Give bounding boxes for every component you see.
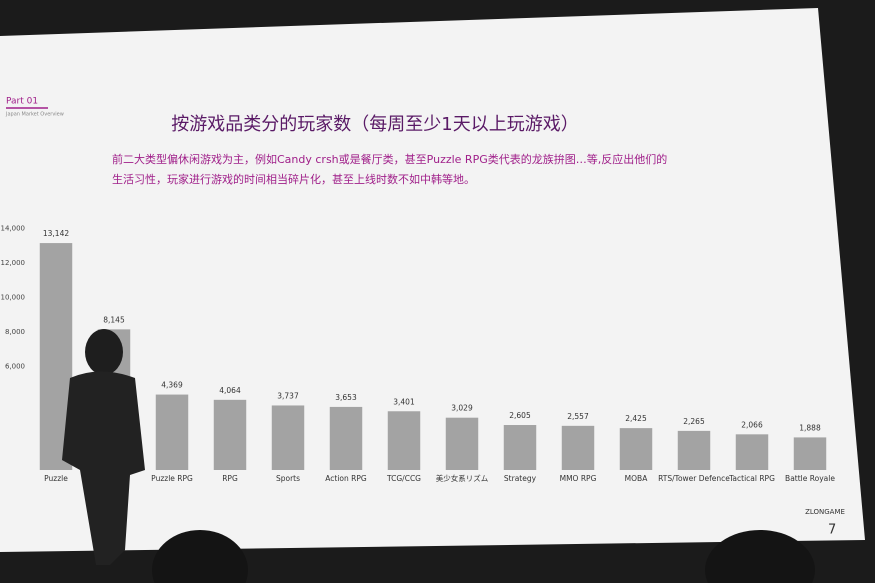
bar <box>503 425 537 470</box>
value-label: 3,029 <box>451 404 473 413</box>
x-tick-label: MOBA <box>625 474 649 483</box>
value-label: 1,888 <box>799 423 821 432</box>
x-tick-label: Sports <box>276 474 300 483</box>
value-label: 2,557 <box>567 412 589 421</box>
x-tick-label: 美少女系リズム <box>436 473 489 483</box>
y-tick-label: 8,000 <box>5 328 25 336</box>
x-tick-label: Battle Royale <box>785 474 835 483</box>
x-tick-label: Puzzle RPG <box>151 474 193 483</box>
subtitle-line: 前二大类型偏休闲游戏为主，例如Candy crsh或是餐厅类，甚至Puzzle … <box>112 152 667 166</box>
bar <box>213 399 247 470</box>
value-label: 8,145 <box>103 315 125 324</box>
bar <box>445 417 479 470</box>
part-label: Part 01 <box>6 97 38 107</box>
presenter-head <box>85 329 123 375</box>
value-label: 13,142 <box>43 229 69 238</box>
bar <box>619 428 653 470</box>
section-label: Japan Market Overview <box>5 112 64 118</box>
bar <box>387 411 421 470</box>
page-number: 7 <box>828 523 836 538</box>
logo: ZLONGAME <box>805 508 845 516</box>
bar <box>735 434 769 470</box>
y-tick-label: 10,000 <box>1 293 26 301</box>
chart-title: 按游戏品类分的玩家数（每周至少1天以上玩游戏） <box>171 114 578 135</box>
bar <box>155 394 189 470</box>
value-label: 3,737 <box>277 391 299 400</box>
y-tick-label: 6,000 <box>5 362 25 370</box>
x-tick-label: Puzzle <box>44 474 68 483</box>
y-tick-label: 12,000 <box>1 259 26 267</box>
x-tick-label: Tactical RPG <box>728 474 775 483</box>
x-tick-label: TCG/CCG <box>386 474 421 483</box>
x-tick-label: RTS/Tower Defence <box>658 474 730 483</box>
x-tick-label: Action RPG <box>325 474 367 483</box>
value-label: 4,064 <box>219 386 241 395</box>
y-tick-label: 14,000 <box>1 224 26 232</box>
presenter-body <box>62 371 145 565</box>
value-label: 4,369 <box>161 381 183 390</box>
bar <box>677 430 711 470</box>
x-tick-label: RPG <box>222 474 238 483</box>
bar <box>793 437 827 470</box>
bar <box>561 425 595 470</box>
presenter <box>62 329 815 583</box>
value-label: 2,425 <box>625 414 647 423</box>
value-label: 2,066 <box>741 420 763 429</box>
value-label: 2,265 <box>683 417 705 426</box>
value-label: 3,401 <box>393 397 415 406</box>
audience-head <box>705 530 815 583</box>
audience-head <box>152 530 248 583</box>
bar <box>271 405 305 470</box>
x-tick-label: MMO RPG <box>560 474 597 483</box>
value-label: 2,605 <box>509 411 531 420</box>
x-tick-label: Strategy <box>504 474 537 483</box>
bar <box>329 406 363 470</box>
subtitle-line: 生活习性，玩家进行游戏的时间相当碎片化，甚至上线时数不如中韩等地。 <box>112 172 475 186</box>
value-label: 3,653 <box>335 393 357 402</box>
